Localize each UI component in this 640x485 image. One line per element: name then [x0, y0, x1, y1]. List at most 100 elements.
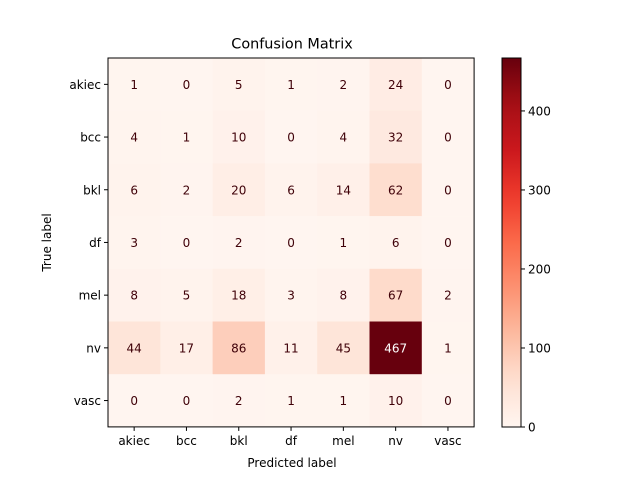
- cell-value-label: 1: [340, 236, 348, 250]
- colorbar-tick-label: 100: [528, 341, 551, 355]
- heatmap-cell: [369, 110, 423, 164]
- heatmap-cell: [369, 163, 423, 217]
- colorbar-tick-label: 300: [528, 183, 551, 197]
- x-tick-label: vasc: [434, 434, 461, 448]
- cell-value-label: 11: [283, 341, 298, 355]
- heatmap-cell: [212, 58, 266, 111]
- cell-value-label: 0: [287, 236, 295, 250]
- cell-value-label: 24: [388, 78, 403, 92]
- heatmap-cell: [317, 321, 370, 375]
- heatmap-cell: [421, 58, 475, 111]
- colorbar-tick-label: 0: [528, 421, 536, 435]
- cell-value-label: 1: [287, 78, 295, 92]
- heatmap-cell: [421, 110, 475, 164]
- cell-value-label: 2: [444, 289, 452, 303]
- cell-value-label: 1: [444, 341, 452, 355]
- y-tick-label: vasc: [74, 394, 101, 408]
- x-tick-label: akiec: [118, 434, 150, 448]
- cell-value-label: 1: [183, 131, 191, 145]
- y-tick-label: bcc: [80, 131, 101, 145]
- cell-value-label: 67: [388, 289, 403, 303]
- chart-title: Confusion Matrix: [231, 37, 353, 53]
- heatmap-cell: [369, 216, 423, 270]
- x-tick-label: nv: [388, 434, 403, 448]
- cell-value-label: 4: [130, 131, 138, 145]
- cell-value-label: 32: [388, 131, 403, 145]
- heatmap-cell: [264, 268, 318, 322]
- heatmap-cell: [212, 321, 266, 375]
- heatmap-cell: [108, 58, 161, 111]
- cell-value-label: 17: [179, 341, 194, 355]
- cell-value-label: 4: [340, 131, 348, 145]
- heatmap-cell: [421, 163, 475, 217]
- x-tick-label: bkl: [230, 434, 248, 448]
- heatmap-cell: [317, 268, 370, 322]
- colorbar-ticks: 0 100 200 300 400: [521, 104, 551, 435]
- heatmap-cell: [108, 268, 161, 322]
- cell-value-label: 0: [183, 394, 191, 408]
- heatmap-cell: [212, 268, 266, 322]
- heatmap-cell: [369, 58, 423, 111]
- y-axis-label: True label: [40, 213, 54, 272]
- heatmap-cell: [421, 268, 475, 322]
- cell-value-label: 6: [130, 183, 138, 197]
- cell-value-label: 8: [130, 289, 138, 303]
- cell-value-label: 45: [336, 341, 351, 355]
- cell-value-label: 2: [235, 236, 243, 250]
- cell-value-label: 0: [444, 78, 452, 92]
- cell-value-label: 10: [231, 131, 246, 145]
- x-tick-label: bcc: [176, 434, 197, 448]
- y-axis-ticks: akiec bcc bkl df mel nv vasc: [69, 78, 108, 408]
- cell-value-label: 2: [235, 394, 243, 408]
- heatmap-cell: [421, 374, 475, 428]
- heatmap-cell: [317, 58, 370, 111]
- heatmap-cell: [212, 374, 266, 428]
- cell-value-label: 0: [287, 131, 295, 145]
- heatmap-cell: [264, 374, 318, 428]
- x-axis-ticks: akiec bcc bkl df mel nv vasc: [118, 426, 462, 448]
- cell-value-label: 1: [287, 394, 295, 408]
- cell-value-label: 0: [444, 236, 452, 250]
- cell-value-label: 0: [444, 183, 452, 197]
- heatmap-cell: [212, 163, 266, 217]
- heatmap-cell: [108, 216, 161, 270]
- y-tick-label: nv: [86, 341, 101, 355]
- heatmap-cell: [160, 216, 213, 270]
- heatmap-cell: [317, 374, 370, 428]
- colorbar-tick-label: 200: [528, 262, 551, 276]
- y-tick-label: df: [89, 236, 102, 250]
- heatmap-cell-labels: 1 0 5 1 2 24 04 1 10 0 4 32 06 2 20 6 14 62 03 0 2 0 1 6 08 5 18 3 8…: [127, 78, 452, 408]
- cell-value-label: 5: [183, 289, 191, 303]
- heatmap-cell: [264, 110, 318, 164]
- heatmap-cell: [160, 58, 213, 111]
- heatmap-cell: [264, 321, 318, 375]
- cell-value-label: 1: [130, 78, 138, 92]
- heatmap-cell: [369, 268, 423, 322]
- heatmap-cell: [421, 321, 475, 375]
- y-tick-label: akiec: [69, 78, 101, 92]
- heatmap-cell: [108, 110, 161, 164]
- cell-value-label: 6: [287, 183, 295, 197]
- heatmap-cell: [212, 110, 266, 164]
- heatmap-cell: [212, 216, 266, 270]
- cell-value-label: 6: [392, 236, 400, 250]
- colorbar-tick-label: 400: [528, 104, 551, 118]
- cell-value-label: 18: [231, 289, 246, 303]
- heatmap-cell: [317, 216, 370, 270]
- heatmap-cell: [160, 374, 213, 428]
- y-tick-label: mel: [79, 289, 101, 303]
- cell-value-label: 0: [444, 131, 452, 145]
- heatmap-cell: [369, 374, 423, 428]
- cell-value-label: 0: [444, 394, 452, 408]
- heatmap-cell: [108, 163, 161, 217]
- cell-value-label: 3: [130, 236, 138, 250]
- cell-value-label: 1: [340, 394, 348, 408]
- cell-value-label: 2: [340, 78, 348, 92]
- y-tick-label: bkl: [83, 183, 101, 197]
- heatmap-cell: [264, 163, 318, 217]
- heatmap-cell: [317, 163, 370, 217]
- x-axis-label: Predicted label: [247, 456, 336, 470]
- heatmap-cell: [264, 58, 318, 111]
